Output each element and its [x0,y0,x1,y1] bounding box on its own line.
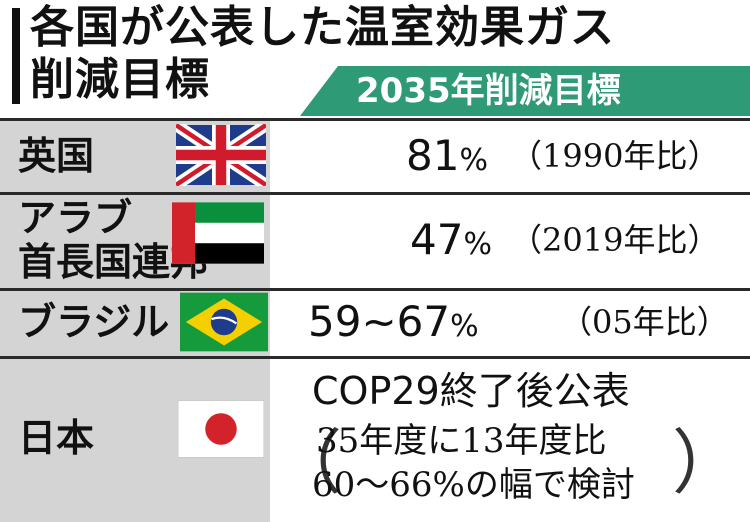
target-value-uk: 81% [406,131,488,180]
uk-flag-icon [176,124,266,186]
row-divider [0,356,750,359]
country-name-japan: 日本 [18,416,95,460]
page-title-line1: 各国が公表した温室効果ガス [30,2,615,53]
header-label: 2035年削減目標 [356,71,621,111]
uae-flag-icon [172,202,264,264]
row-divider [0,288,750,291]
japan-detail-line1: 35年度に13年度比 [316,421,607,461]
row-divider [0,118,750,121]
page-title-line2: 削減目標 [30,54,210,105]
baseline-brazil: （05年比） [560,303,729,341]
japan-paren-open: （ [272,422,342,504]
baseline-uk: （1990年比） [510,137,720,175]
japan-status: COP29終了後公表 [312,369,630,413]
brazil-flag-icon [180,292,268,352]
row-divider [0,192,750,195]
target-value-brazil: 59~67% [308,297,479,346]
title-accent-bar [12,8,20,104]
japan-paren-close: ） [672,422,742,504]
japan-flag-icon [178,400,264,458]
table-row-japan: 日本 COP29終了後公表 （ 35年度に13年度比 60～66%の幅で検討 ） [0,356,750,522]
baseline-uae: （2019年比） [510,221,720,259]
country-name-uk: 英国 [18,134,95,178]
header-banner [300,66,750,116]
table-row-brazil: ブラジル 59~67% （05年比） [0,288,750,356]
table-row-uae: アラブ 首長国連邦 47% （2019年比） [0,192,750,288]
country-name-brazil: ブラジル [18,300,170,344]
country-name-uae-line1: アラブ [18,196,133,240]
target-value-uae: 47% [410,215,492,264]
table-row-uk: 英国 81% （1990年比） [0,118,750,192]
japan-detail-line2: 60～66%の幅で検討 [312,465,635,505]
